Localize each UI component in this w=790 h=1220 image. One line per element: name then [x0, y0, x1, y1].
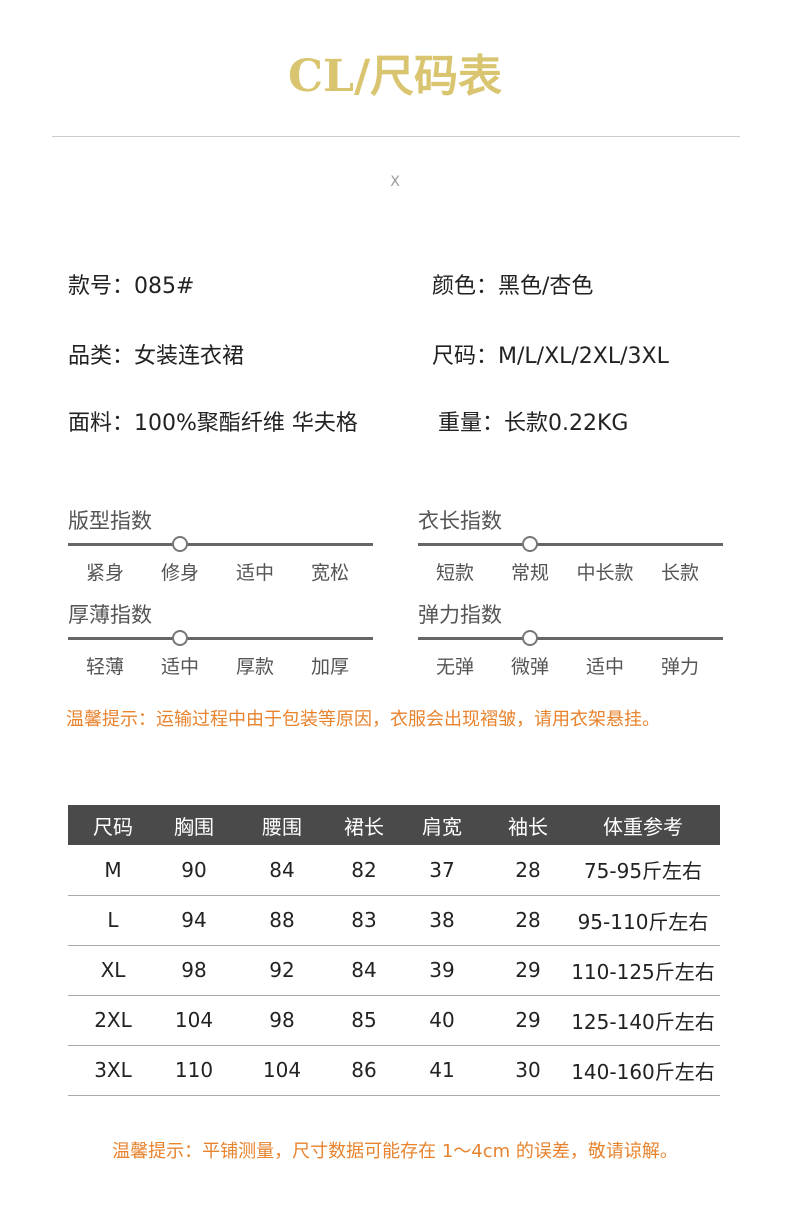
sizes-info: 尺码：M/L/XL/2XL/3XL [432, 344, 669, 369]
index-option: 紧身 [85, 562, 124, 584]
table-cell: 3XL [68, 1045, 158, 1096]
slider-knob [522, 536, 538, 552]
column-header: 体重参考 [566, 805, 720, 845]
table-cell: 28 [490, 845, 566, 896]
index-title: 衣长指数 [418, 509, 502, 533]
index-option: 短款 [435, 562, 474, 584]
table-cell: 84 [334, 945, 394, 996]
table-cell: 84 [230, 845, 334, 896]
index-option: 轻薄 [85, 656, 124, 678]
table-cell: 38 [394, 895, 490, 946]
index-option: 弹力 [660, 656, 699, 678]
index-option: 厚款 [235, 656, 274, 678]
table-cell: 83 [334, 895, 394, 946]
table-cell: 90 [158, 845, 230, 896]
page-title: CL/尺码表 [287, 51, 503, 102]
index-option: 中长款 [576, 562, 634, 584]
index-slider: 衣长指数短款 常规 中长款 长款 [418, 505, 723, 585]
close-mark: X [390, 174, 400, 190]
table-cell: M [68, 845, 158, 896]
table-cell: L [68, 895, 158, 946]
table-cell: 94 [158, 895, 230, 946]
index-option: 适中 [160, 656, 199, 678]
column-header: 袖长 [490, 805, 566, 845]
weight-info: 重量：长款0.22KG [438, 411, 629, 436]
table-cell: 2XL [68, 995, 158, 1046]
table-cell: 110 [158, 1045, 230, 1096]
table-cell: 86 [334, 1045, 394, 1096]
table-cell: 30 [490, 1045, 566, 1096]
slider-track [418, 637, 723, 640]
index-slider: 版型指数紧身 修身 适中 宽松 [68, 505, 373, 585]
index-option: 常规 [510, 562, 549, 584]
table-cell: 40 [394, 995, 490, 1046]
table-row: 3XL 110 104 86 41 30 140-160斤左右 [68, 1045, 720, 1096]
index-option: 修身 [160, 562, 199, 584]
table-cell: 98 [158, 945, 230, 996]
table-cell: 104 [230, 1045, 334, 1096]
index-title: 弹力指数 [418, 603, 502, 627]
table-cell: 104 [158, 995, 230, 1046]
table-cell: 95-110斤左右 [566, 895, 720, 946]
category-info: 品类：女装连衣裙 [68, 344, 245, 369]
fabric-info: 面料：100%聚酯纤维 华夫格 [68, 411, 358, 436]
index-option: 宽松 [310, 562, 349, 584]
table-cell: 29 [490, 995, 566, 1046]
slider-track [68, 543, 373, 546]
column-header: 尺码 [68, 805, 158, 845]
index-option: 长款 [660, 562, 699, 584]
table-cell: 85 [334, 995, 394, 1046]
measurement-tip: 温馨提示：平铺测量，尺寸数据可能存在 1～4cm 的误差，敬请谅解。 [112, 1141, 678, 1162]
divider [52, 136, 740, 137]
slider-knob [172, 630, 188, 646]
table-row: 2XL 104 98 85 40 29 125-140斤左右 [68, 995, 720, 1046]
index-option: 微弹 [510, 656, 549, 678]
style-number: 款号：085# [68, 274, 195, 299]
table-row: L 94 88 83 38 28 95-110斤左右 [68, 895, 720, 946]
size-table: 尺码 胸围 腰围 裙长 肩宽 袖长 体重参考 M 90 84 82 37 28 75-95斤左右 L 94 8… [68, 805, 720, 1096]
table-cell: 92 [230, 945, 334, 996]
table-cell: 75-95斤左右 [566, 845, 720, 896]
index-title: 厚薄指数 [68, 603, 152, 627]
column-header: 裙长 [334, 805, 394, 845]
index-option: 无弹 [435, 656, 474, 678]
shipping-tip: 温馨提示：运输过程中由于包装等原因，衣服会出现褶皱，请用衣架悬挂。 [66, 709, 660, 730]
table-cell: 98 [230, 995, 334, 1046]
column-header: 腰围 [230, 805, 334, 845]
table-cell: 29 [490, 945, 566, 996]
table-cell: 37 [394, 845, 490, 896]
table-row: XL 98 92 84 39 29 110-125斤左右 [68, 945, 720, 996]
slider-knob [522, 630, 538, 646]
table-row: M 90 84 82 37 28 75-95斤左右 [68, 845, 720, 896]
table-cell: 28 [490, 895, 566, 946]
table-cell: XL [68, 945, 158, 996]
column-header: 肩宽 [394, 805, 490, 845]
index-slider: 厚薄指数轻薄 适中 厚款 加厚 [68, 599, 373, 679]
color-info: 颜色：黑色/杏色 [432, 274, 594, 299]
index-option: 加厚 [310, 656, 349, 678]
column-header: 胸围 [158, 805, 230, 845]
table-cell: 82 [334, 845, 394, 896]
index-option: 适中 [585, 656, 624, 678]
slider-knob [172, 536, 188, 552]
table-cell: 140-160斤左右 [566, 1045, 720, 1096]
table-cell: 88 [230, 895, 334, 946]
table-cell: 110-125斤左右 [566, 945, 720, 996]
table-cell: 125-140斤左右 [566, 995, 720, 1046]
index-slider: 弹力指数无弹 微弹 适中 弹力 [418, 599, 723, 679]
table-cell: 41 [394, 1045, 490, 1096]
slider-track [418, 543, 723, 546]
table-cell: 39 [394, 945, 490, 996]
index-title: 版型指数 [68, 509, 152, 533]
index-option: 适中 [235, 562, 274, 584]
slider-track [68, 637, 373, 640]
